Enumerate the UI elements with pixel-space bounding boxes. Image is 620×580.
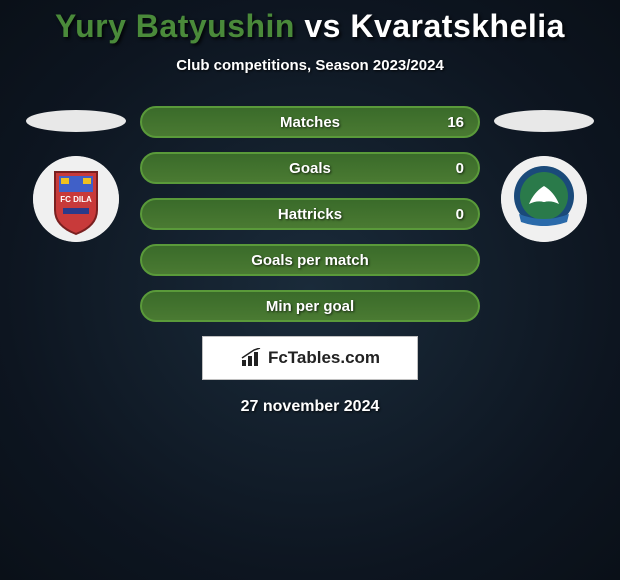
- page-title: Yury Batyushin vs Kvaratskhelia: [55, 8, 565, 45]
- stat-label: Matches: [280, 114, 340, 131]
- stat-row-hattricks: Hattricks 0: [140, 198, 480, 230]
- club-badge-left: FC DILA: [33, 156, 119, 242]
- comparison-card: Yury Batyushin vs Kvaratskhelia Club com…: [0, 0, 620, 416]
- stat-label: Min per goal: [266, 298, 354, 315]
- stat-value-right: 0: [456, 206, 464, 223]
- logo-text: FcTables.com: [268, 348, 380, 368]
- source-logo: FcTables.com: [202, 336, 418, 380]
- stat-label: Goals: [289, 160, 331, 177]
- stat-value-right: 16: [447, 114, 464, 131]
- left-column: FC DILA: [16, 106, 136, 242]
- stat-row-goals-per-match: Goals per match: [140, 244, 480, 276]
- samtredia-shield-icon: [501, 156, 587, 242]
- left-ellipse: [26, 110, 126, 132]
- fc-dila-shield-icon: FC DILA: [33, 156, 119, 242]
- stat-row-matches: Matches 16: [140, 106, 480, 138]
- svg-text:FC DILA: FC DILA: [60, 195, 92, 204]
- club-badge-right: [501, 156, 587, 242]
- chart-icon: [240, 348, 264, 368]
- stat-label: Hattricks: [278, 206, 342, 223]
- stat-row-min-per-goal: Min per goal: [140, 290, 480, 322]
- stat-value-right: 0: [456, 160, 464, 177]
- right-column: [484, 106, 604, 242]
- subtitle: Club competitions, Season 2023/2024: [176, 57, 444, 74]
- title-vs-player2: vs Kvaratskhelia: [304, 8, 565, 44]
- stats-column: Matches 16 Goals 0 Hattricks 0 Goals per…: [136, 106, 484, 322]
- stat-label: Goals per match: [251, 252, 369, 269]
- generated-date: 27 november 2024: [241, 398, 380, 416]
- main-row: FC DILA Matches 16 Goals 0 Hattricks 0 G…: [0, 106, 620, 322]
- title-player1: Yury Batyushin: [55, 8, 295, 44]
- stat-row-goals: Goals 0: [140, 152, 480, 184]
- right-ellipse: [494, 110, 594, 132]
